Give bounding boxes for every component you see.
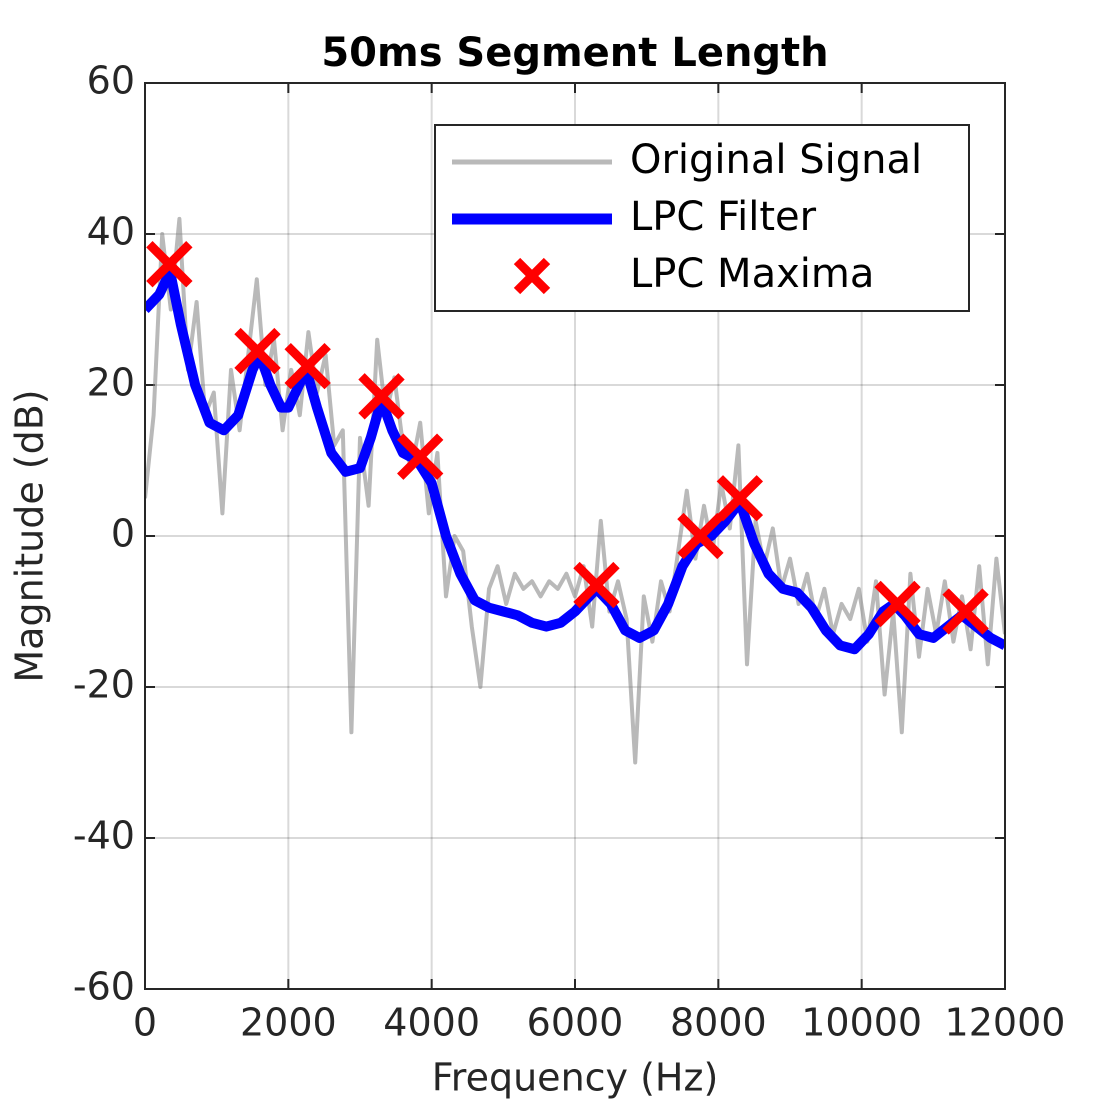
x-tick-label: 0	[133, 1001, 157, 1045]
plot-frame	[144, 82, 1006, 990]
x-tick-label: 2000	[240, 1001, 337, 1045]
y-tick-label: -40	[73, 814, 135, 858]
legend-label: Original Signal	[630, 137, 922, 183]
y-tick-label: 40	[87, 210, 135, 254]
marker	[716, 475, 764, 522]
marker	[942, 588, 989, 635]
x-tick-label: 12000	[945, 1001, 1066, 1045]
legend: Original Signal LPC Filter LPC Maxima	[434, 124, 970, 312]
marker	[677, 512, 724, 560]
series-line	[145, 266, 1005, 655]
series-line	[145, 216, 1005, 765]
marker	[513, 257, 551, 295]
x-axis-label: Frequency (Hz)	[432, 1056, 719, 1100]
x-tick-label: 10000	[801, 1001, 922, 1045]
x-tick-label: 8000	[670, 1001, 767, 1045]
marker	[146, 241, 193, 288]
legend-label: LPC Maxima	[630, 251, 874, 297]
y-tick-label: 0	[111, 512, 135, 556]
marker	[358, 373, 405, 420]
y-tick-label: -20	[73, 663, 135, 707]
legend-label: LPC Filter	[630, 194, 817, 240]
marker	[234, 327, 281, 375]
marker	[397, 433, 444, 480]
marker	[874, 580, 921, 628]
y-axis-label: Magnitude (dB)	[8, 389, 52, 682]
marker	[284, 342, 331, 390]
y-tick-label: -60	[73, 965, 135, 1009]
y-tick-label: 60	[87, 59, 135, 103]
x-tick-label: 4000	[383, 1001, 480, 1045]
y-tick-label: 20	[87, 361, 135, 405]
x-tick-label: 6000	[527, 1001, 624, 1045]
marker	[573, 561, 620, 609]
chart-title: 50ms Segment Length	[321, 30, 828, 76]
